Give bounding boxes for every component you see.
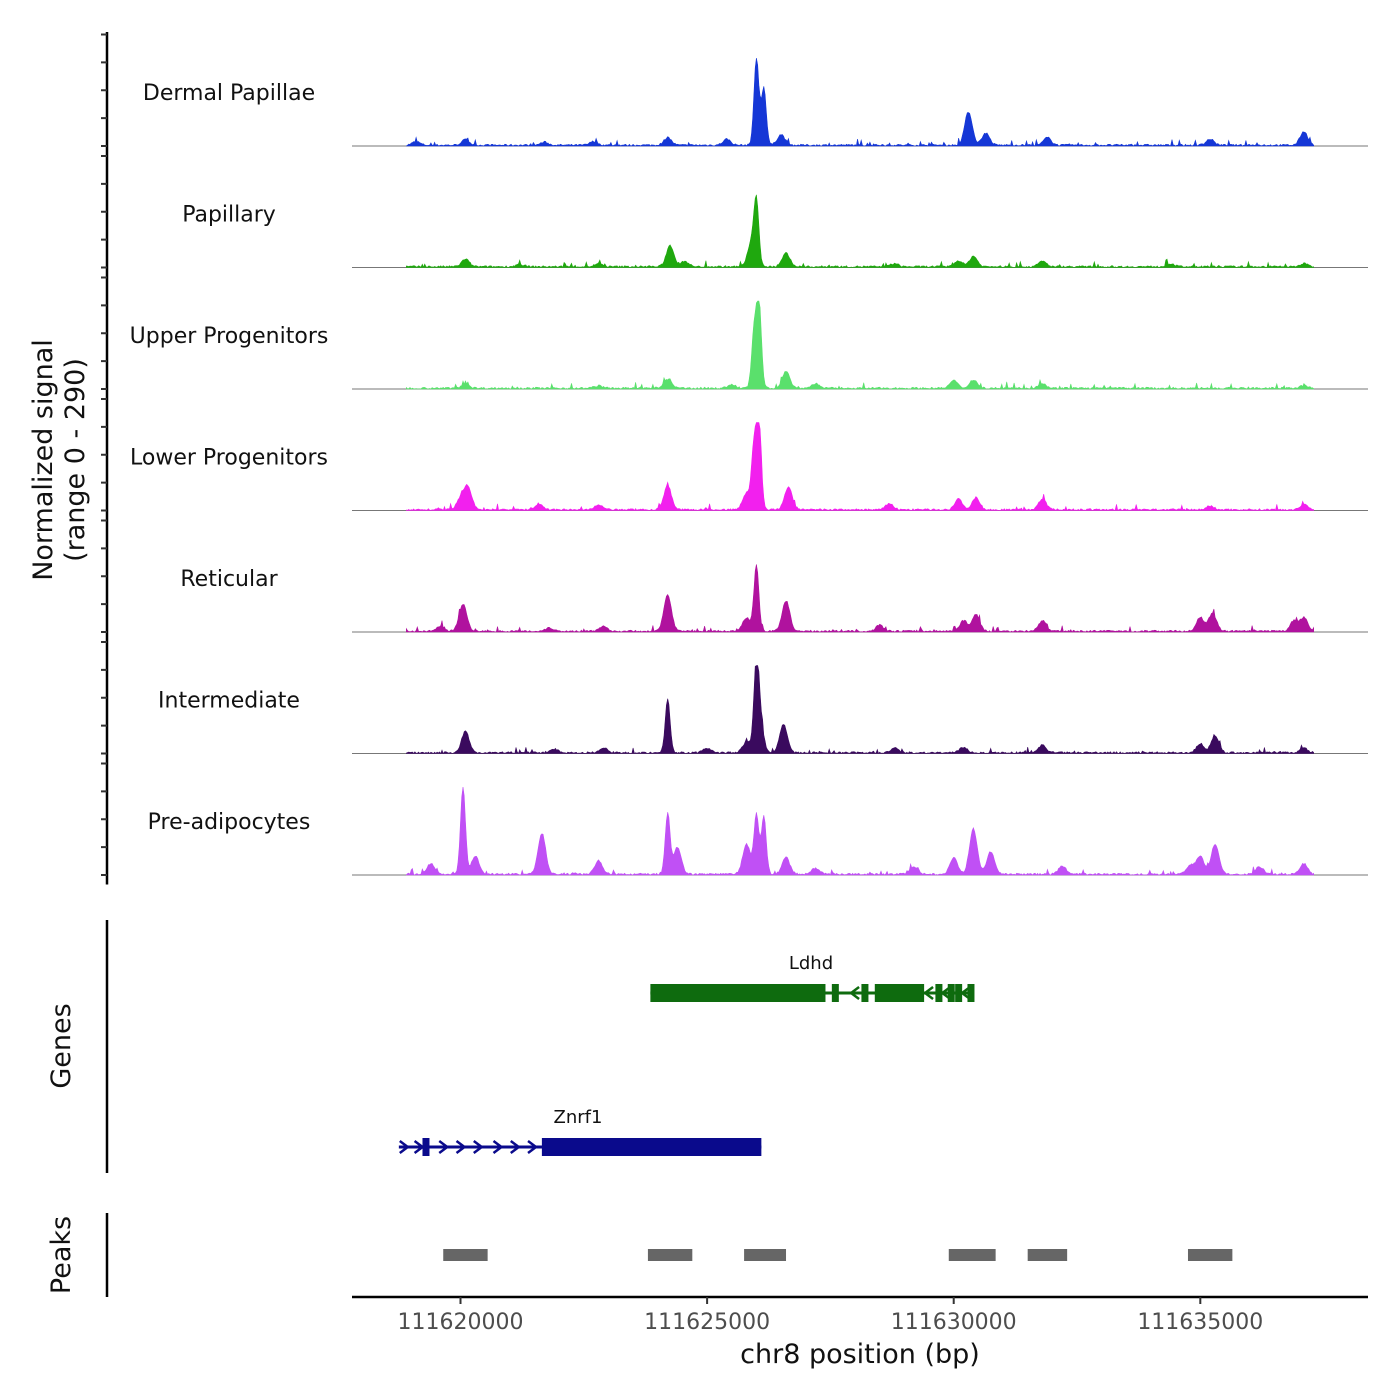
peaks-panel-title: Peaks	[46, 1216, 77, 1294]
strand-arrow	[399, 1140, 410, 1154]
track-label: Intermediate	[158, 689, 300, 714]
gene-exon	[947, 984, 955, 1002]
track-reticular: Reticular	[101, 519, 1368, 633]
gene-exon	[861, 984, 869, 1002]
track-label: Reticular	[180, 567, 278, 592]
signal-area	[406, 786, 1314, 876]
track-upper-progenitors: Upper Progenitors	[101, 276, 1368, 390]
signal-area	[406, 194, 1314, 269]
peak-region	[443, 1249, 488, 1261]
signal-area	[406, 422, 1314, 512]
genes-panel-title: Genes	[46, 1003, 77, 1088]
track-label: Upper Progenitors	[130, 324, 329, 349]
gene-exon	[541, 1138, 762, 1156]
strand-arrow	[848, 986, 860, 1000]
gene-exon	[874, 984, 925, 1002]
strand-arrow	[959, 986, 971, 1000]
track-label: Pre-adipocytes	[148, 810, 311, 835]
peak-region	[948, 1249, 996, 1261]
gene-ldhd: Ldhd	[650, 953, 975, 1002]
track-lower-progenitors: Lower Progenitors	[101, 398, 1368, 512]
x-tick-label: 111635000	[1137, 1310, 1263, 1335]
gene-label: Ldhd	[789, 953, 833, 974]
y-axis-title-line1: Normalized signal	[28, 339, 59, 581]
strand-arrow	[527, 1140, 539, 1154]
gene-exon	[422, 1138, 430, 1156]
gene-znrf1: Znrf1	[398, 1107, 762, 1156]
x-tick-label: 111630000	[891, 1310, 1017, 1335]
track-label: Lower Progenitors	[130, 446, 328, 471]
peak-region	[1187, 1249, 1233, 1261]
signal-area	[406, 300, 1314, 390]
gene-exon	[955, 984, 963, 1002]
track-pre-adipocytes: Pre-adipocytes	[101, 762, 1368, 876]
strand-arrow	[438, 1140, 450, 1154]
track-label: Dermal Papillae	[143, 81, 315, 106]
gene-label: Znrf1	[554, 1107, 603, 1128]
gene-exon	[935, 984, 943, 1002]
signal-area	[406, 665, 1314, 755]
strand-arrow	[455, 1140, 467, 1154]
strand-arrow	[922, 986, 934, 1000]
strand-arrow	[492, 1140, 504, 1154]
y-axis-title-line2: (range 0 - 290)	[60, 358, 91, 562]
strand-arrow	[510, 1140, 521, 1154]
gene-exon	[650, 984, 826, 1002]
strand-arrow	[473, 1140, 484, 1154]
x-tick-label: 111620000	[398, 1310, 524, 1335]
peaks-panel: Peaks	[46, 1213, 1233, 1297]
gene-exon	[831, 984, 839, 1002]
strand-arrow	[413, 1140, 425, 1154]
strand-arrow	[940, 986, 952, 1000]
signal-area	[406, 57, 1314, 147]
peak-region	[1027, 1249, 1068, 1261]
peak-region	[744, 1249, 787, 1261]
track-label: Papillary	[182, 203, 276, 228]
x-tick-label: 111625000	[644, 1310, 770, 1335]
gene-exon	[967, 984, 975, 1002]
genes-panel: Genes Ldhd Znrf1	[46, 920, 975, 1173]
track-papillary: Papillary	[101, 155, 1368, 269]
track-dermal-papillae: Dermal Papillae	[101, 33, 1368, 147]
track-intermediate: Intermediate	[101, 641, 1368, 755]
x-axis-title: chr8 position (bp)	[740, 1339, 980, 1370]
signal-area	[406, 564, 1314, 633]
signal-tracks: Dermal Papillae Papillary Upper Progenitor…	[101, 32, 1368, 885]
y-axis-title: Normalized signal (range 0 - 290)	[28, 339, 91, 581]
peak-region	[647, 1249, 693, 1261]
x-axis: chr8 position (bp) 111620000 111625000 111…	[352, 1295, 1368, 1370]
